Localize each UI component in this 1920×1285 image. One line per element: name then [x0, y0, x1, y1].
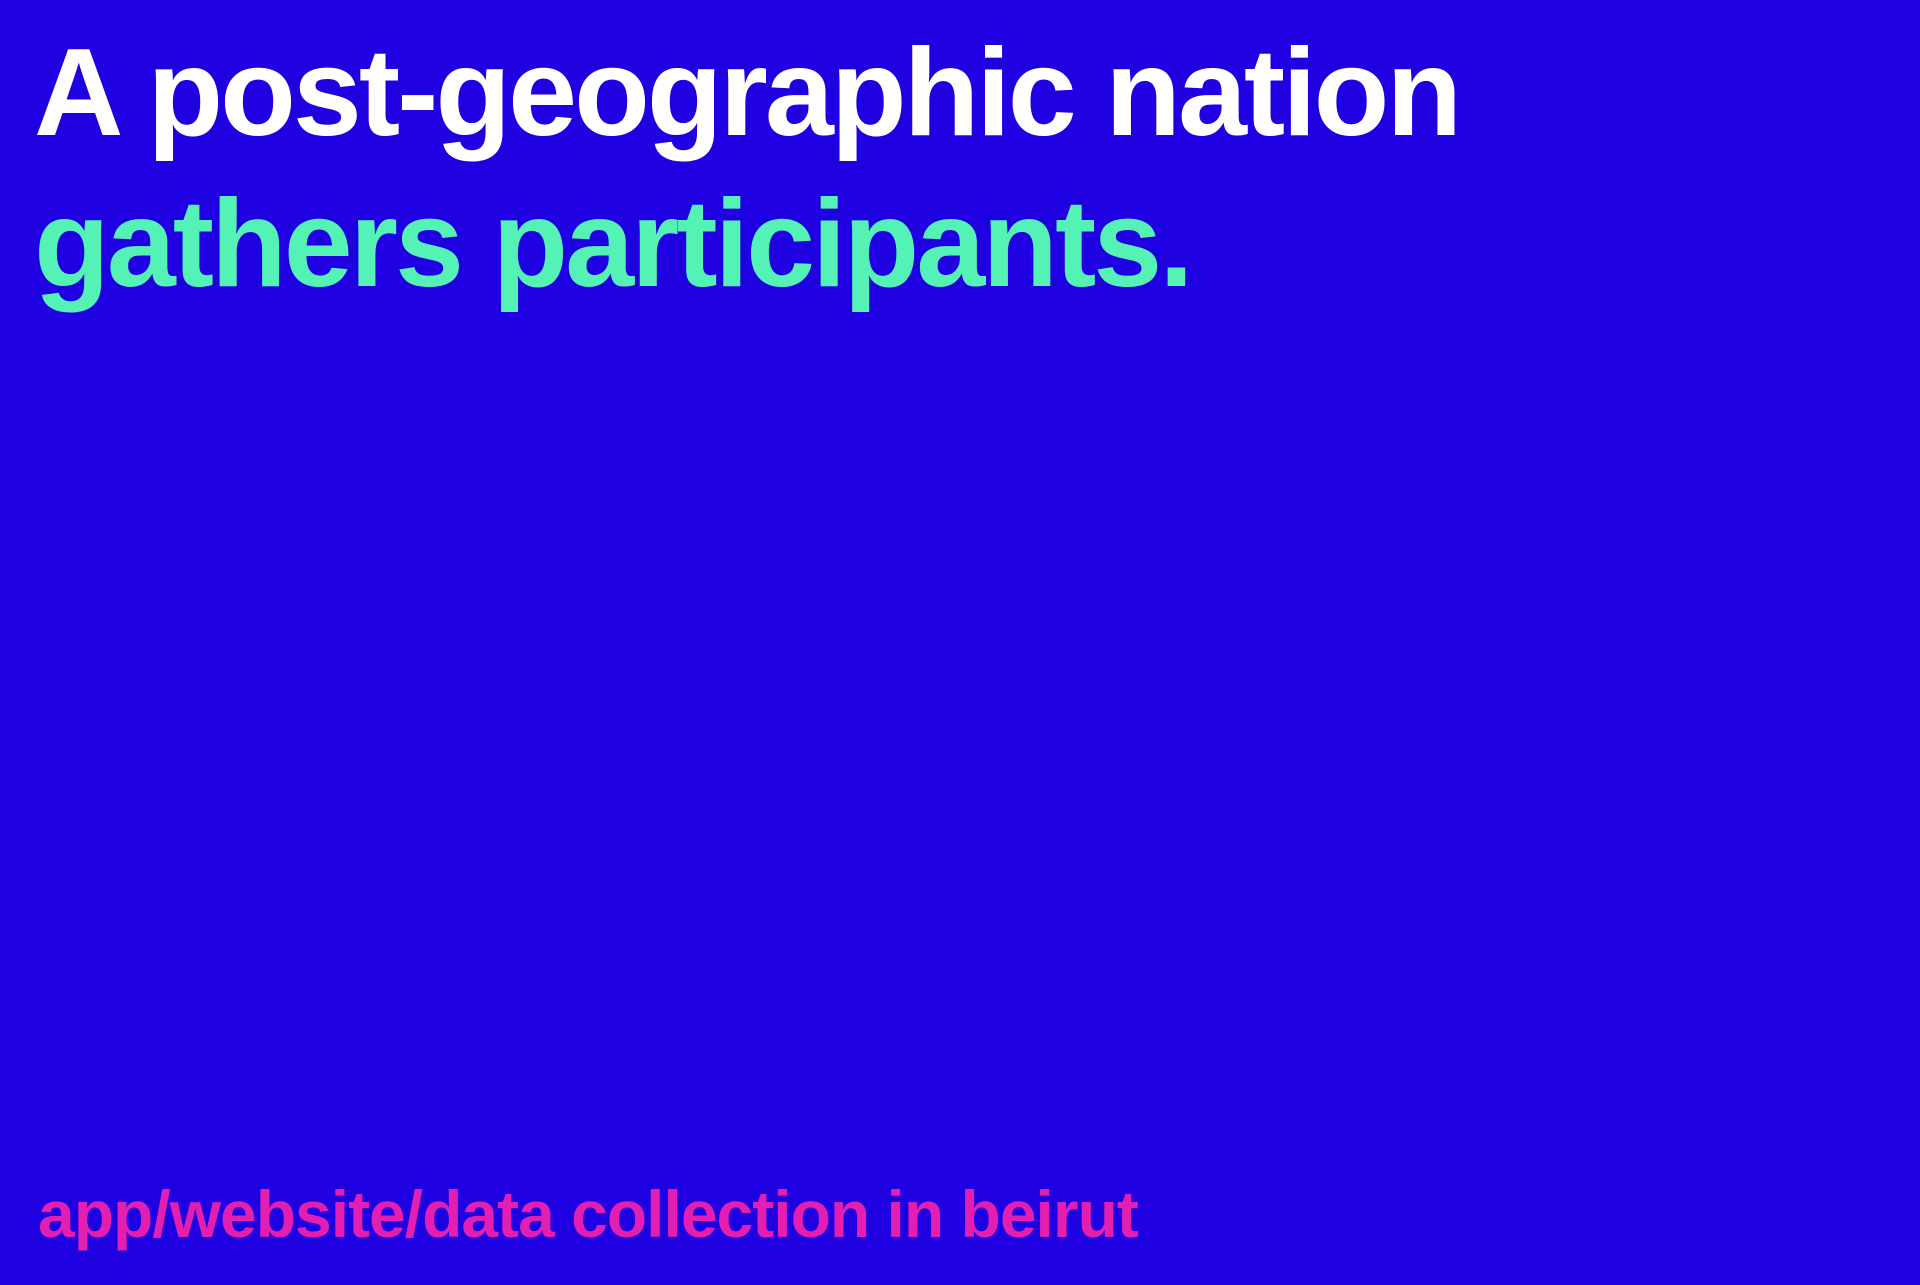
- footer-caption: app/website/data collection in beirut: [38, 1177, 1139, 1251]
- headline-line-1: A post-geographic nation: [34, 24, 1462, 162]
- headline: A post-geographic nation gathers partici…: [34, 18, 1462, 320]
- headline-line-2: gathers participants.: [34, 175, 1194, 313]
